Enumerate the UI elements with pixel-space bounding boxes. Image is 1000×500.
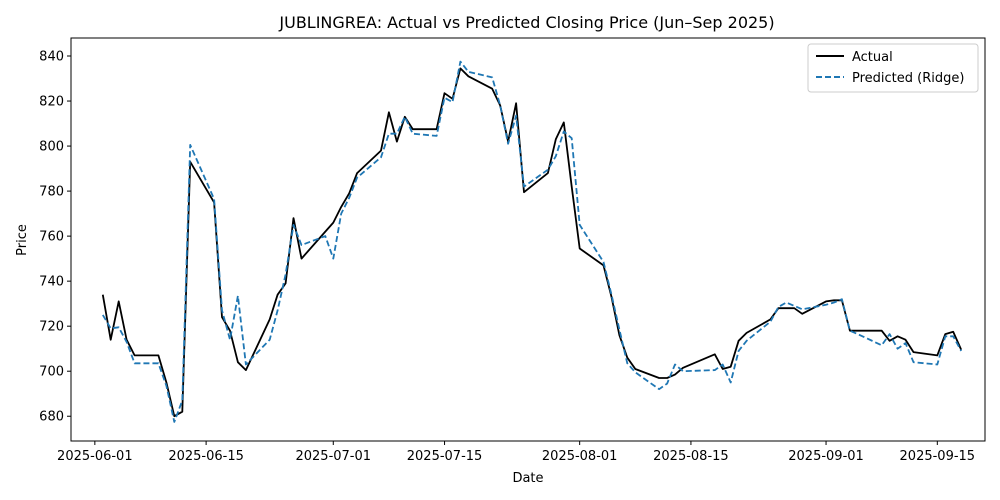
x-tick-label: 2025-08-15 [653,449,729,464]
x-tick-label: 2025-07-01 [295,449,371,464]
x-tick-label: 2025-06-15 [168,449,244,464]
plot-area [71,38,985,441]
y-tick-label: 740 [39,275,64,290]
x-axis-label: Date [512,471,543,486]
y-tick-label: 720 [39,320,64,335]
legend-box [807,43,979,93]
legend: Actual Predicted (Ridge) [807,43,979,93]
legend-actual-label: Actual [852,50,893,65]
x-tick-label: 2025-09-01 [788,449,864,464]
actual-series-line [101,67,963,418]
y-tick-label: 840 [39,50,64,65]
y-axis-ticks: 680 700 720 740 760 780 800 820 840 [39,50,71,425]
x-tick-label: 2025-09-15 [900,449,976,464]
predicted-series-line [102,60,962,423]
y-axis-label: Price [15,224,30,256]
y-tick-label: 700 [39,365,64,380]
x-tick-label: 2025-08-01 [542,449,618,464]
x-tick-label: 2025-06-01 [57,449,133,464]
y-tick-label: 780 [39,185,64,200]
series-layer [101,60,963,423]
x-axis-ticks: 2025-06-01 2025-06-15 2025-07-01 2025-07-15… [57,441,975,464]
x-tick-label: 2025-07-15 [407,449,483,464]
y-tick-label: 760 [39,230,64,245]
chart-title: JUBLINGREA: Actual vs Predicted Closing … [278,13,774,32]
y-tick-label: 680 [39,410,64,425]
legend-predicted-label: Predicted (Ridge) [852,71,964,86]
plot-frame [70,37,986,442]
y-tick-label: 800 [39,140,64,155]
y-tick-label: 820 [39,95,64,110]
